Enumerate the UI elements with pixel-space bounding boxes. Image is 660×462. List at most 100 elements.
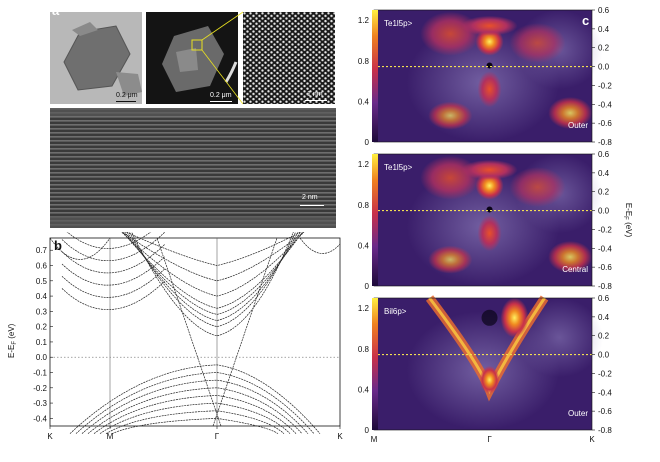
map-colorbar xyxy=(372,154,378,286)
map-hotspot xyxy=(428,245,473,274)
projected-band-maps: 0 0.4 0.8 1.2 Te1l5p> Outer 0.6 0.4 0.2 0.0 -0.2 -0… xyxy=(358,6,633,444)
map-orbital-label: Te1l5p> xyxy=(384,163,413,172)
colorbar-tick-label: 0.8 xyxy=(358,201,370,210)
map-xtick-label: Γ xyxy=(487,435,492,444)
layered-structure xyxy=(50,108,336,228)
map-ytick-label: 0.0 xyxy=(598,63,610,72)
map-ytick-label: -0.8 xyxy=(598,426,612,435)
map-xtick-label: K xyxy=(589,435,595,444)
map-orbital-label: Bil6p> xyxy=(384,307,407,316)
conduction-band xyxy=(121,232,305,297)
map-ytick-label: -0.8 xyxy=(598,282,612,291)
map-position-label: Central xyxy=(562,265,588,274)
map-ytick-label: -0.2 xyxy=(598,369,612,378)
map-ytick-label: 0.4 xyxy=(598,169,610,178)
valence-band xyxy=(75,372,315,434)
conduction-band xyxy=(125,232,302,266)
conduction-band-m xyxy=(61,232,166,261)
cross-section-image: 2 nm xyxy=(50,108,336,228)
map-ytick-label: 0.2 xyxy=(598,332,610,341)
map-ytick-label: -0.6 xyxy=(598,407,612,416)
map-ytick-label: 0.6 xyxy=(598,150,610,159)
band-yticks: 0.7 0.6 0.5 0.4 0.3 0.2 0.1 0.0 -0.1 -0.2 -0.3 -0.4 xyxy=(33,246,53,423)
valence-band xyxy=(69,364,321,434)
map-hotspot xyxy=(420,11,481,56)
map-ytick-label: 0.6 xyxy=(598,6,610,15)
conduction-band-m xyxy=(61,243,166,274)
panel-c: c xyxy=(350,0,660,462)
colorbar-tick-label: 0 xyxy=(365,138,370,147)
colorbar-tick-label: 0 xyxy=(365,426,370,435)
map-hotspot xyxy=(428,101,473,130)
map-hotspot xyxy=(500,297,529,338)
band-xtick-label: K xyxy=(47,432,53,441)
cross-scalebar xyxy=(300,205,324,206)
map-ytick-label: 0.0 xyxy=(598,207,610,216)
panel-c-letter: c xyxy=(582,13,590,28)
map-colorbar xyxy=(372,10,378,142)
band-xtick-label: M xyxy=(107,432,114,441)
map-ytick-label: -0.6 xyxy=(598,119,612,128)
map-colorbar xyxy=(372,298,378,430)
map-ytick-label: -0.2 xyxy=(598,225,612,234)
colorbar-tick-label: 0.4 xyxy=(358,241,370,250)
colorbar-tick-label: 0.8 xyxy=(358,57,370,66)
band-xtick-label: K xyxy=(337,432,343,441)
map-hotspot xyxy=(420,155,481,200)
valence-band xyxy=(105,410,285,434)
map-hotspot xyxy=(477,215,502,252)
band-ytick-label: 0.6 xyxy=(36,262,48,271)
panel-b-letter: b xyxy=(54,238,62,253)
atomic-lattice xyxy=(243,12,335,104)
map-ytick-label: 0.2 xyxy=(598,188,610,197)
conduction-band xyxy=(128,232,297,328)
conduction-band-k xyxy=(299,237,341,254)
atomic-scalebar xyxy=(305,100,327,101)
colorbar-tick-label: 0 xyxy=(365,282,370,291)
map-ytick-label: 0.0 xyxy=(598,351,610,360)
band-ytick-label: 0.4 xyxy=(36,292,48,301)
band-lines xyxy=(49,232,341,434)
valence-band xyxy=(81,379,309,434)
crossing-band xyxy=(212,237,278,427)
conduction-band xyxy=(122,232,303,309)
band-ytick-label: -0.1 xyxy=(33,369,47,378)
map-right-axis-label: E-EF (eV) xyxy=(622,203,633,238)
map-hotspot xyxy=(509,167,566,207)
conduction-band-m xyxy=(61,256,166,286)
band-ytick-label: 0.1 xyxy=(36,338,48,347)
map-ytick-label: -0.8 xyxy=(598,138,612,147)
band-xtick-label: Γ xyxy=(215,432,220,441)
colorbar-tick-label: 1.2 xyxy=(358,304,370,313)
conduction-band-m xyxy=(61,268,166,298)
valence-band xyxy=(87,387,303,434)
map-position-label: Outer xyxy=(568,121,588,130)
panel-b: b 0.7 0.6 0.5 0.4 0.3 0.2 0.1 0.0 -0.1 -0.2 -0.3 -0… xyxy=(0,232,350,462)
conduction-band xyxy=(126,232,299,321)
map-dot xyxy=(486,206,493,213)
panel-a: a 0.2 μm 0.2 μm xyxy=(0,0,350,232)
colorbar-tick-label: 0.4 xyxy=(358,97,370,106)
band-ytick-label: 0.5 xyxy=(36,277,48,286)
map-position-label: Outer xyxy=(568,409,588,418)
map-hotspot xyxy=(479,365,500,394)
valence-band xyxy=(99,402,291,434)
map-ytick-label: -0.2 xyxy=(598,81,612,90)
map-hotspot xyxy=(548,240,593,273)
zoom-connectors xyxy=(201,11,244,105)
map-ytick-label: 0.2 xyxy=(598,44,610,53)
haadf-hexagon xyxy=(146,12,238,104)
map-hotspot xyxy=(548,96,593,129)
conduction-band xyxy=(121,232,305,282)
tem-scalebar-label: 0.2 μm xyxy=(116,92,138,99)
band-ytick-label: -0.3 xyxy=(33,399,47,408)
cross-scalebar-label: 2 nm xyxy=(302,194,318,201)
colorbar-tick-label: 1.2 xyxy=(358,160,370,169)
haadf-scalebar-label: 0.2 μm xyxy=(210,92,232,99)
tem-scalebar xyxy=(116,101,136,102)
atomic-image: 1 nm xyxy=(243,12,335,104)
atomic-scalebar-label: 1 nm xyxy=(307,91,323,98)
map-ytick-label: -0.4 xyxy=(598,100,612,109)
haadf-image: 0.2 μm xyxy=(146,12,238,104)
